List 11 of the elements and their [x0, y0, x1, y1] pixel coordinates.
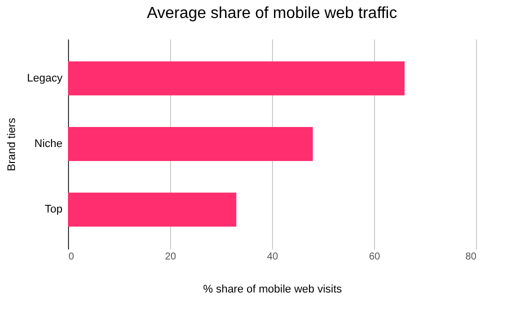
- chart-title: Average share of mobile web traffic: [146, 5, 398, 22]
- y-tick-label: Niche: [34, 138, 62, 150]
- x-tick-label: 40: [266, 252, 278, 262]
- x-tick-label: 60: [368, 252, 380, 262]
- y-axis-title: Brand tiers: [6, 117, 18, 172]
- y-tick-label: Top: [44, 204, 62, 216]
- x-tick-label: 20: [164, 252, 176, 262]
- x-axis-title: % share of mobile web visits: [203, 284, 342, 296]
- x-tick-label: 80: [465, 252, 477, 262]
- y-tick-label: Legacy: [27, 72, 63, 84]
- x-tick-label: 0: [68, 252, 74, 262]
